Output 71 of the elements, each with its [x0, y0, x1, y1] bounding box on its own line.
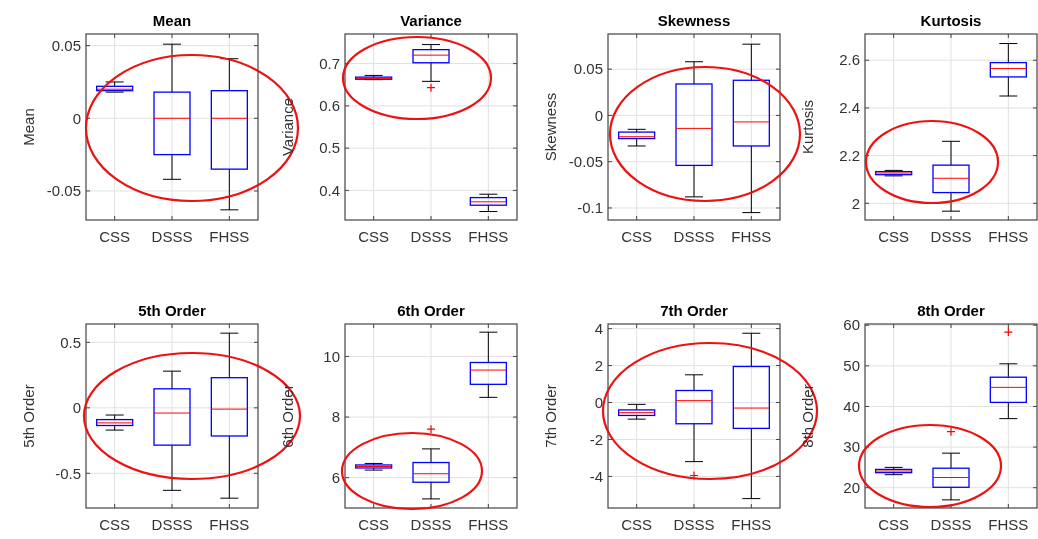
y-tick-label: 0.6 [319, 97, 340, 115]
y-tick-label: 6 [331, 468, 340, 486]
y-tick-label: 0 [594, 106, 603, 124]
y-tick-label: -2 [589, 430, 603, 448]
y-tick-label: 0.7 [319, 54, 340, 72]
y-axis-title: Variance [279, 97, 296, 157]
chart-title: Skewness [657, 12, 731, 29]
y-tick-label: 0.5 [319, 139, 340, 157]
y-tick-label: 0.05 [51, 36, 81, 54]
x-tick-label: DSSS [930, 228, 972, 245]
y-axis-title: 7th Order [542, 384, 559, 448]
chart-title: 8th Order [917, 302, 985, 319]
y-tick-label: 2.4 [839, 99, 860, 117]
chart-title: 5th Order [138, 302, 206, 319]
x-tick-label: FHSS [731, 228, 772, 245]
x-tick-label: CSS [99, 516, 131, 533]
chart-title: 6th Order [397, 302, 465, 319]
x-tick-label: FHSS [468, 516, 509, 533]
y-tick-label: -0.5 [55, 464, 81, 482]
x-tick-label: CSS [358, 516, 390, 533]
x-tick-label: FHSS [731, 516, 772, 533]
y-tick-label: 50 [843, 357, 860, 375]
y-tick-label: 2.6 [839, 51, 860, 69]
x-tick-label: DSSS [673, 228, 715, 245]
x-tick-label: FHSS [209, 228, 250, 245]
y-tick-label: 0 [72, 109, 81, 127]
x-tick-label: CSS [878, 516, 910, 533]
chart-title: Mean [152, 12, 192, 29]
y-axis-title: Mean [20, 108, 37, 146]
x-tick-label: DSSS [410, 516, 452, 533]
x-tick-label: FHSS [468, 228, 509, 245]
x-tick-label: FHSS [209, 516, 250, 533]
y-tick-label: 10 [323, 347, 340, 365]
x-tick-label: FHSS [988, 516, 1029, 533]
x-tick-label: FHSS [988, 228, 1029, 245]
y-axis-title: 5th Order [20, 384, 37, 448]
x-tick-label: DSSS [151, 228, 193, 245]
y-tick-label: 0 [72, 399, 81, 417]
y-tick-label: 4 [594, 319, 603, 337]
y-tick-label: 30 [843, 438, 860, 456]
x-tick-label: CSS [621, 516, 653, 533]
x-tick-label: DSSS [410, 228, 452, 245]
y-tick-label: 8 [331, 408, 340, 426]
y-tick-label: 2 [594, 356, 603, 374]
y-tick-label: -0.05 [46, 182, 81, 200]
y-tick-label: 0.4 [319, 181, 340, 199]
y-axis-title: 6th Order [279, 384, 296, 448]
y-tick-label: -0.1 [577, 199, 603, 217]
y-tick-label: 60 [843, 316, 860, 334]
y-tick-label: 0 [594, 393, 603, 411]
x-tick-label: DSSS [151, 516, 193, 533]
chart-title: Kurtosis [920, 12, 982, 29]
y-tick-label: 40 [843, 397, 860, 415]
x-tick-label: CSS [99, 228, 131, 245]
x-tick-label: DSSS [673, 516, 715, 533]
y-axis-title: Kurtosis [799, 99, 816, 155]
y-tick-label: 0.05 [573, 60, 603, 78]
y-tick-label: 2 [851, 194, 860, 212]
x-tick-label: CSS [621, 228, 653, 245]
chart-title: Variance [400, 12, 462, 29]
x-tick-label: CSS [878, 228, 910, 245]
y-tick-label: -4 [589, 467, 603, 485]
y-tick-label: 0.5 [60, 333, 81, 351]
y-tick-label: 2.2 [839, 146, 860, 164]
x-tick-label: CSS [358, 228, 390, 245]
y-axis-title: 8th Order [799, 384, 816, 448]
x-tick-label: DSSS [930, 516, 972, 533]
y-tick-label: 20 [843, 478, 860, 496]
y-tick-label: -0.05 [568, 152, 603, 170]
chart-title: 7th Order [660, 302, 728, 319]
y-axis-title: Skewness [542, 92, 559, 162]
